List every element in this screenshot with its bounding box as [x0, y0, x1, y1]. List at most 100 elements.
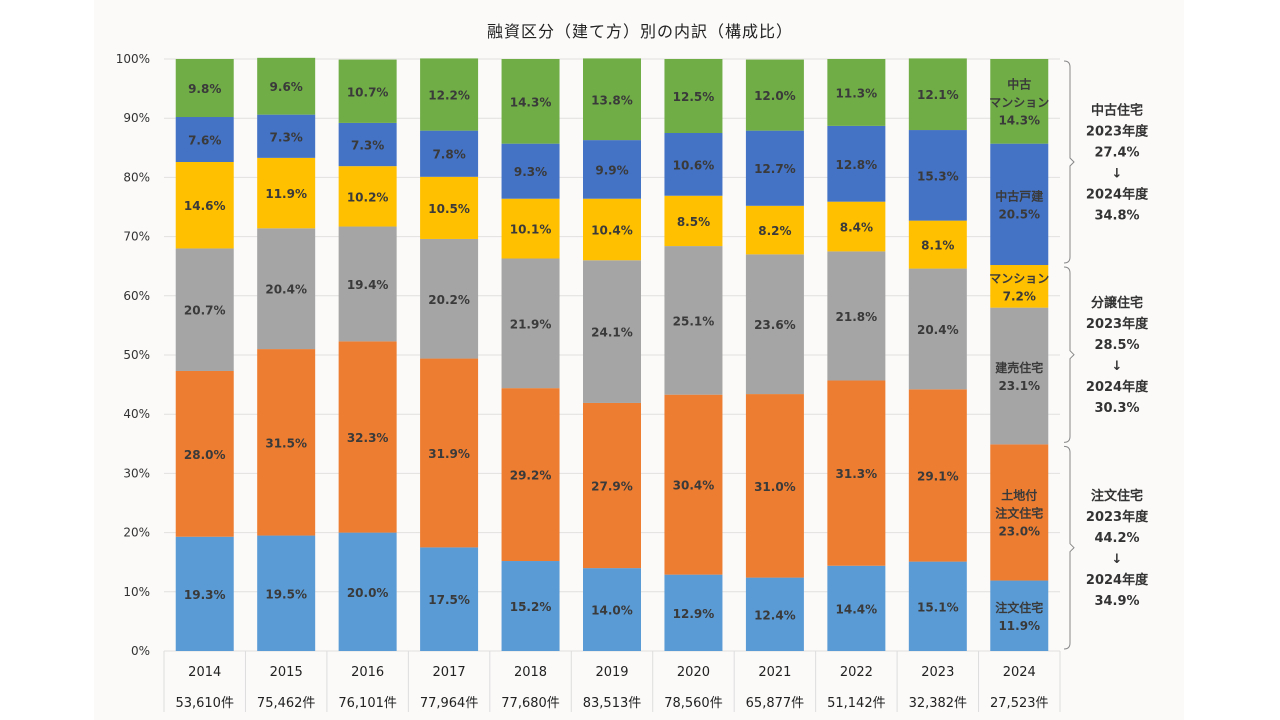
annotation-text: ↓ — [1112, 167, 1123, 182]
data-label: 21.8% — [836, 310, 878, 324]
data-label: 7.8% — [432, 148, 465, 162]
data-label: 29.1% — [917, 469, 959, 483]
data-label: 12.5% — [673, 90, 715, 104]
bar-segment — [745, 254, 804, 395]
annotation-bracket — [1063, 266, 1075, 443]
data-label: 31.5% — [265, 436, 307, 450]
bar-segment — [501, 561, 560, 651]
count-label: 77,964件 — [420, 696, 479, 711]
y-tick-label: 50% — [123, 348, 150, 362]
data-label: 12.2% — [428, 89, 470, 103]
bar-segment — [990, 265, 1049, 308]
data-label: 23.6% — [754, 318, 796, 332]
bar-segment — [745, 577, 804, 651]
bar-segment — [583, 58, 641, 141]
data-label: 20.4% — [265, 283, 307, 297]
bar-segment — [175, 536, 234, 651]
data-label: 27.9% — [591, 480, 633, 494]
y-tick-label: 90% — [123, 111, 150, 125]
data-label: 15.1% — [917, 600, 959, 614]
data-label: 中古戸建 — [995, 188, 1044, 203]
bar-segment — [420, 358, 479, 548]
data-label: 14.6% — [184, 199, 226, 213]
bar-segment — [908, 389, 967, 562]
bar-segment — [338, 122, 397, 167]
bar-segment — [338, 226, 397, 342]
data-label: 14.0% — [591, 604, 633, 618]
count-label: 51,142件 — [827, 696, 886, 711]
data-label: 19.4% — [347, 278, 389, 292]
bar-segment — [583, 198, 641, 261]
data-label: 8.2% — [758, 224, 791, 238]
bar-segment — [745, 130, 804, 206]
x-tick-label: 2022 — [840, 665, 873, 680]
data-label: 注文住宅 — [995, 505, 1043, 520]
annotation-text: 30.3% — [1094, 401, 1139, 416]
bar-segment — [175, 370, 234, 537]
data-label: 13.8% — [591, 93, 633, 107]
bar-segment — [338, 166, 397, 227]
annotation-text: 2023年度 — [1086, 124, 1149, 140]
annotation-text: 34.9% — [1094, 594, 1139, 609]
x-tick-label: 2017 — [433, 665, 466, 680]
bar-segment — [257, 535, 316, 651]
data-label: 25.1% — [673, 314, 715, 328]
data-label: 7.3% — [351, 139, 384, 153]
x-tick-label: 2020 — [677, 665, 710, 680]
x-tick-label: 2024 — [1003, 665, 1036, 680]
data-label: 10.2% — [347, 190, 389, 204]
annotation-text: 中古住宅 — [1091, 103, 1143, 119]
y-tick-label: 0% — [131, 644, 150, 658]
data-label: 29.2% — [510, 469, 552, 483]
bar-segment — [175, 59, 234, 118]
bar-segment — [420, 176, 479, 239]
bar-segment — [664, 133, 723, 196]
y-tick-label: 70% — [123, 230, 150, 244]
x-tick-label: 2014 — [188, 665, 221, 680]
bar-segment — [338, 59, 397, 123]
data-label: 10.4% — [591, 223, 633, 237]
bar-segment — [583, 568, 641, 651]
data-label: 9.6% — [270, 80, 303, 94]
y-tick-label: 100% — [116, 52, 150, 66]
data-label: 中古 — [1007, 76, 1031, 91]
data-label: 9.8% — [188, 82, 221, 96]
data-label: 8.4% — [840, 221, 873, 235]
data-label: 31.3% — [836, 467, 878, 481]
annotation-text: 2023年度 — [1086, 509, 1149, 525]
bar-segment — [908, 130, 967, 221]
data-label: 19.5% — [265, 587, 307, 601]
y-tick-label: 40% — [123, 407, 150, 421]
bar-segment — [664, 246, 723, 395]
data-label: 7.6% — [188, 134, 221, 148]
bar-segment — [827, 201, 886, 252]
data-label: 11.3% — [836, 86, 878, 100]
count-label: 65,877件 — [746, 696, 805, 711]
annotation-text: 2024年度 — [1086, 187, 1149, 203]
bar-segment — [990, 580, 1049, 651]
bar-segment — [827, 125, 886, 202]
data-label: 17.5% — [428, 593, 470, 607]
bar-segment — [827, 251, 886, 381]
bar-segment — [501, 388, 560, 562]
bar-segment — [257, 349, 316, 536]
bar-segment — [501, 59, 560, 144]
annotation-text: 28.5% — [1094, 338, 1139, 353]
annotation-bracket — [1063, 60, 1075, 264]
data-label: 14.3% — [510, 95, 552, 109]
bar-segment — [501, 198, 560, 259]
annotation-text: ↓ — [1112, 359, 1123, 374]
y-tick-label: 60% — [123, 289, 150, 303]
bar-segment — [990, 307, 1049, 445]
bar-segment — [990, 444, 1049, 581]
annotation-text: 分譲住宅 — [1091, 295, 1143, 311]
data-label: 20.7% — [184, 304, 226, 318]
data-label: 8.1% — [921, 239, 954, 253]
bar-segment — [257, 228, 316, 350]
data-label: 28.0% — [184, 448, 226, 462]
data-label: 31.0% — [754, 480, 796, 494]
bar-segment — [664, 59, 723, 133]
data-label: 19.3% — [184, 588, 226, 602]
x-tick-label: 2023 — [921, 665, 954, 680]
